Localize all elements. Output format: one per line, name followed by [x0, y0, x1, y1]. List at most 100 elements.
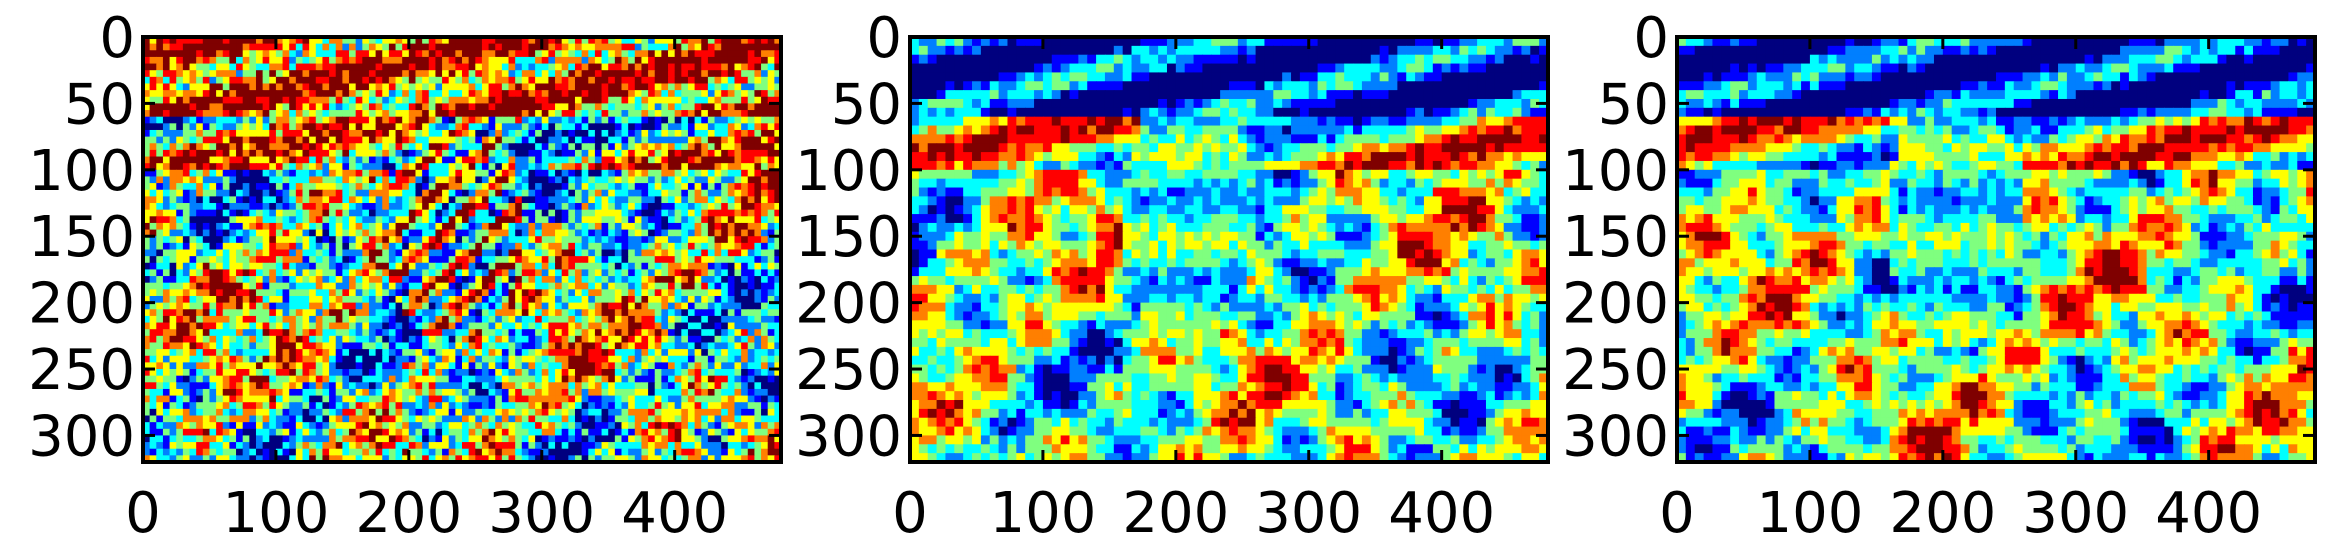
heatmap-cell: [515, 56, 523, 65]
heatmap-cell: [422, 83, 430, 91]
heatmap-cell: [761, 163, 769, 171]
heatmap-cell: [368, 242, 377, 251]
heatmap-cell: [156, 103, 164, 111]
heatmap-cell: [601, 222, 609, 231]
heatmap-cell: [335, 116, 343, 124]
heatmap-cell: [368, 302, 377, 310]
heatmap-cell: [774, 302, 782, 310]
heatmap-cell: [501, 176, 510, 184]
heatmap-cell: [767, 183, 775, 191]
heatmap-cell: [508, 276, 516, 284]
heatmap-cell: [548, 110, 556, 118]
heatmap-cell: [375, 369, 383, 377]
heatmap-cell: [255, 203, 264, 211]
heatmap-cell: [282, 369, 290, 377]
heatmap-cell: [501, 83, 510, 91]
heatmap-cell: [594, 110, 603, 118]
heatmap-cell: [555, 203, 563, 211]
heatmap-cell: [315, 216, 324, 224]
heatmap-cell: [262, 355, 270, 363]
heatmap-cell: [462, 103, 470, 111]
heatmap-cell: [156, 96, 164, 105]
heatmap-cell: [455, 349, 463, 357]
heatmap-cell: [528, 76, 536, 85]
heatmap-cell: [614, 83, 623, 91]
heatmap-cell: [242, 362, 250, 370]
heatmap-cell: [701, 329, 709, 337]
heatmap-cell: [634, 123, 643, 131]
heatmap-cell: [634, 56, 643, 65]
heatmap-cell: [668, 256, 676, 264]
heatmap-cell: [674, 43, 682, 51]
heatmap-cell: [714, 269, 722, 277]
heatmap-cell: [574, 43, 583, 51]
heatmap-cell: [681, 236, 689, 244]
heatmap-cell: [608, 76, 616, 85]
heatmap-cell: [402, 315, 410, 324]
heatmap-cell: [648, 249, 656, 257]
heatmap-cell: [349, 63, 357, 71]
heatmap-cell: [355, 169, 363, 178]
heatmap-cell: [162, 116, 171, 124]
heatmap-cell: [209, 242, 217, 251]
heatmap-cell: [707, 189, 716, 197]
heatmap-cell: [368, 282, 377, 290]
heatmap-cell: [242, 289, 250, 297]
heatmap-cell: [628, 236, 636, 244]
heatmap-cell: [462, 315, 470, 324]
heatmap-cell: [707, 229, 716, 237]
heatmap-cell: [176, 189, 184, 197]
heatmap-cell: [249, 276, 257, 284]
heatmap-cell: [601, 63, 609, 71]
heatmap-cell: [362, 276, 370, 284]
heatmap-cell: [548, 322, 556, 330]
heatmap-cell: [555, 209, 563, 217]
heatmap-cell: [508, 216, 516, 224]
heatmap-cell: [767, 103, 775, 111]
heatmap-cell: [295, 355, 304, 363]
heatmap-cell: [707, 282, 716, 290]
heatmap-cell: [701, 50, 709, 58]
heatmap-cell: [541, 143, 549, 151]
heatmap-cell: [468, 322, 476, 330]
heatmap-cell: [355, 322, 363, 330]
heatmap-cell: [402, 163, 410, 171]
heatmap-cell: [342, 355, 350, 363]
heatmap-cell: [182, 76, 191, 85]
heatmap-cell: [608, 63, 616, 71]
heatmap-cell: [747, 136, 756, 144]
heatmap-cell: [761, 50, 769, 58]
heatmap-cell: [634, 156, 643, 164]
heatmap-cell: [488, 262, 496, 271]
heatmap-cell: [628, 262, 636, 271]
heatmap-cell: [448, 349, 456, 357]
heatmap-cell: [309, 335, 317, 344]
heatmap-cell: [182, 362, 191, 370]
heatmap-cell: [515, 136, 523, 144]
heatmap-cell: [249, 163, 257, 171]
heatmap-cell: [375, 209, 383, 217]
heatmap-cell: [661, 335, 669, 344]
heatmap-cell: [262, 236, 270, 244]
heatmap-cell: [349, 70, 357, 78]
heatmap-cell: [415, 342, 423, 350]
heatmap-cell: [189, 322, 197, 330]
heatmap-cell: [196, 183, 204, 191]
heatmap-cell: [355, 183, 363, 191]
heatmap-cell: [402, 262, 410, 271]
heatmap-cell: [442, 355, 450, 363]
heatmap-cell: [422, 222, 430, 231]
heatmap-cell: [767, 229, 775, 237]
heatmap-cell: [588, 276, 596, 284]
heatmap-cell: [548, 136, 556, 144]
heatmap-cell: [182, 222, 191, 231]
heatmap-cell: [594, 375, 603, 383]
heatmap-cell: [541, 229, 549, 237]
heatmap-cell: [594, 183, 603, 191]
heatmap-cell: [707, 76, 716, 85]
heatmap-cell: [761, 315, 769, 324]
heatmap-cell: [242, 156, 250, 164]
heatmap-cell: [668, 189, 676, 197]
heatmap-cell: [362, 183, 370, 191]
heatmap-cell: [189, 63, 197, 71]
